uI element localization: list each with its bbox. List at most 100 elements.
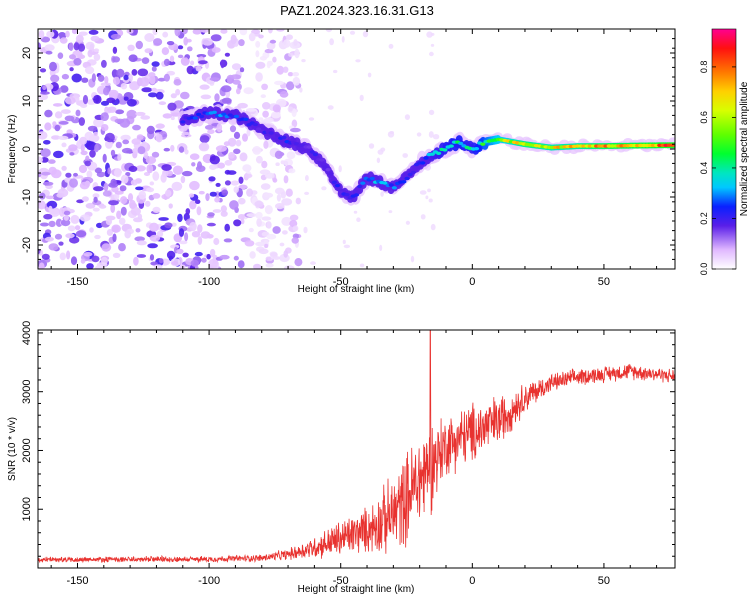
ridge-core bbox=[429, 152, 435, 156]
noise-blob bbox=[305, 175, 309, 182]
noise-blob bbox=[288, 168, 296, 174]
noise-blob bbox=[85, 66, 95, 75]
noise-blob bbox=[200, 231, 211, 239]
noise-blob bbox=[54, 124, 61, 132]
noise-blob bbox=[221, 189, 229, 196]
noise-blob bbox=[136, 240, 147, 246]
noise-blob bbox=[123, 96, 129, 101]
noise-blob bbox=[274, 150, 283, 159]
noise-blob bbox=[258, 117, 264, 121]
noise-blob bbox=[255, 72, 263, 82]
colorbar-tick-label: 0.6 bbox=[699, 111, 709, 124]
noise-blob bbox=[268, 29, 273, 34]
ridge-core bbox=[211, 110, 217, 115]
noise-blob bbox=[255, 241, 266, 247]
noise-blob bbox=[144, 200, 151, 207]
noise-blob bbox=[152, 206, 161, 213]
noise-blob bbox=[263, 192, 274, 198]
ridge-core bbox=[473, 147, 480, 151]
noise-blob bbox=[80, 150, 88, 156]
noise-blob bbox=[40, 148, 51, 158]
noise-blob bbox=[106, 97, 116, 104]
noise-blob bbox=[246, 213, 257, 218]
noise-blob bbox=[137, 146, 146, 155]
ridge-core bbox=[328, 172, 334, 176]
snr-x-axis-title: Height of straight line (km) bbox=[298, 584, 415, 595]
noise-blob bbox=[75, 34, 84, 43]
noise-blob bbox=[224, 52, 230, 57]
noise-blob bbox=[177, 45, 184, 50]
ridge-core bbox=[233, 114, 240, 119]
noise-blob bbox=[292, 225, 299, 232]
y-tick-label: 0 bbox=[21, 146, 33, 152]
noise-blob bbox=[157, 77, 166, 82]
noise-blob bbox=[38, 156, 43, 164]
noise-blob bbox=[146, 164, 154, 174]
noise-blob bbox=[91, 73, 96, 83]
noise-blob bbox=[48, 243, 59, 251]
ridge-core bbox=[391, 186, 397, 190]
noise-blob bbox=[68, 42, 74, 51]
snr-panel: -150 -100 -50 0 50 1000 2000 3000 4000 Height o… bbox=[7, 321, 676, 595]
ridge-core bbox=[407, 172, 413, 177]
noise-blob bbox=[161, 164, 172, 171]
noise-blob bbox=[321, 186, 327, 191]
ridge-core bbox=[334, 183, 341, 188]
noise-blob bbox=[262, 110, 269, 118]
noise-blob bbox=[54, 111, 63, 119]
noise-blob bbox=[103, 87, 110, 96]
noise-blob bbox=[163, 58, 170, 67]
noise-blob bbox=[58, 241, 64, 246]
ridge-core bbox=[274, 133, 281, 137]
noise-blob bbox=[91, 255, 100, 263]
colorbar-ticks: 0.0 0.2 0.4 0.6 0.8 bbox=[699, 61, 736, 275]
noise-blob bbox=[289, 219, 298, 228]
noise-blob bbox=[86, 141, 97, 151]
noise-blob bbox=[220, 205, 227, 213]
noise-blob bbox=[200, 94, 212, 100]
noise-blob bbox=[230, 74, 242, 80]
noise-blob bbox=[289, 214, 299, 221]
noise-blob bbox=[78, 117, 86, 126]
noise-blob bbox=[283, 158, 294, 167]
noise-blob bbox=[100, 82, 111, 86]
noise-blob bbox=[150, 261, 158, 266]
ridge-core bbox=[252, 122, 258, 127]
noise-blob bbox=[429, 51, 434, 57]
snr-y-axis-title: SNR (10 * v/v) bbox=[7, 417, 18, 481]
noise-blob bbox=[280, 191, 286, 199]
noise-blob bbox=[42, 85, 47, 91]
noise-blob bbox=[119, 118, 131, 128]
noise-blob bbox=[288, 52, 294, 57]
noise-blob bbox=[432, 134, 440, 140]
noise-blob bbox=[60, 109, 71, 114]
noise-blob bbox=[165, 189, 172, 197]
noise-blob bbox=[223, 238, 233, 243]
noise-blob bbox=[101, 243, 112, 252]
noise-blob bbox=[71, 29, 78, 35]
ridge-core bbox=[199, 114, 205, 119]
x-tick-label: 50 bbox=[598, 276, 610, 288]
noise-blob bbox=[428, 131, 434, 138]
noise-blob bbox=[178, 228, 185, 237]
noise-blob bbox=[282, 230, 288, 235]
noise-blob bbox=[135, 186, 144, 191]
noise-blob bbox=[93, 118, 104, 128]
ridge-core bbox=[196, 112, 202, 117]
noise-blob bbox=[176, 248, 184, 254]
noise-blob bbox=[122, 139, 130, 145]
noise-blob bbox=[171, 222, 177, 227]
noise-blob bbox=[86, 170, 93, 179]
noise-blob bbox=[197, 224, 203, 233]
spectrogram-plot-area bbox=[38, 29, 675, 269]
noise-blob bbox=[355, 59, 361, 63]
noise-blob bbox=[255, 61, 266, 69]
noise-blob bbox=[133, 256, 139, 266]
noise-blob bbox=[48, 166, 57, 176]
noise-blob bbox=[291, 119, 298, 128]
noise-blob bbox=[93, 196, 98, 203]
noise-blob bbox=[215, 182, 221, 187]
noise-blob bbox=[112, 76, 121, 86]
noise-blob bbox=[281, 216, 292, 226]
